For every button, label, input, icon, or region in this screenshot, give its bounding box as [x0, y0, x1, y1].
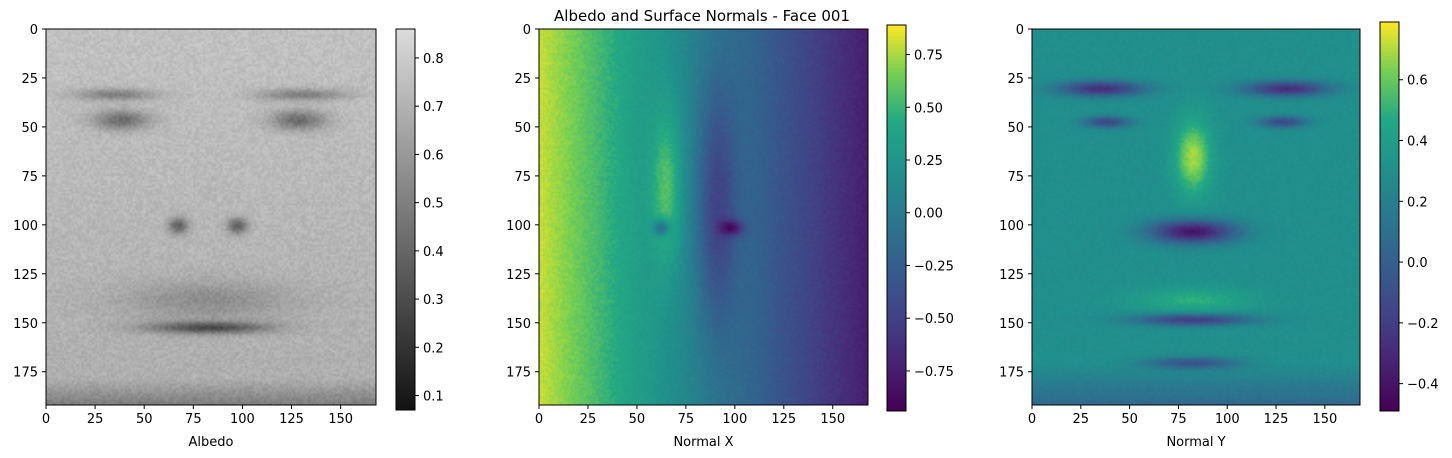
- colorbar-tick-label: 0.5: [423, 197, 444, 212]
- y-tick-label: 125: [999, 268, 1024, 283]
- colorbar-gradient: [886, 24, 907, 412]
- y-tick-label: 100: [13, 219, 38, 234]
- x-tick-label: 0: [1028, 412, 1036, 427]
- panel-1: 0 25 50 75 100 125 150 0 25 50 75 100 125 150 175 Albed…: [13, 23, 444, 450]
- panel-3: 0 25 50 75 100 125 150 0 25 50 75 100 125 150 175 Norma…: [999, 21, 1439, 450]
- colorbar-tick-label: 0.2: [423, 341, 444, 356]
- y-tick-label: 150: [999, 317, 1024, 332]
- y-tick-label: 175: [506, 366, 531, 381]
- y-tick-label: 100: [999, 219, 1024, 234]
- chart-title: Albedo and Surface Normals - Face 001: [554, 7, 850, 25]
- heatmap-image: [1032, 29, 1360, 405]
- x-axis-label: Albedo: [189, 435, 234, 450]
- x-tick-label: 100: [1215, 412, 1240, 427]
- x-tick-label: 100: [722, 412, 747, 427]
- y-tick-label: 25: [1007, 72, 1024, 87]
- colorbar-tick-label: 0.4: [423, 245, 444, 260]
- colorbar-tick-label: 0.6: [1407, 74, 1428, 89]
- colorbar-tick-label: 0.1: [423, 390, 444, 405]
- y-tick-label: 50: [21, 121, 38, 136]
- colorbar: −0.4 −0.2 0.0 0.2 0.4 0.6: [1379, 21, 1439, 412]
- colorbar-tick-label: 0.2: [1407, 195, 1428, 210]
- axes-frame: [45, 28, 377, 406]
- y-tick-label: 125: [13, 268, 38, 283]
- x-tick-label: 125: [771, 412, 796, 427]
- x-tick-label: 150: [328, 412, 353, 427]
- y-tick-label: 75: [21, 170, 38, 185]
- colorbar-tick-label: 0.6: [423, 148, 444, 163]
- colorbar-tick-label: 0.3: [423, 293, 444, 308]
- x-tick-label: 100: [230, 412, 255, 427]
- axes-frame: [538, 28, 869, 406]
- x-tick-label: 75: [185, 412, 202, 427]
- panel-2: 0 25 50 75 100 125 150 0 25 50 75 100 125 150 175 Norma…: [506, 23, 954, 450]
- x-tick-label: 75: [678, 412, 695, 427]
- y-tick-label: 25: [514, 72, 531, 87]
- colorbar: −0.75 −0.50 −0.25 0.00 0.25 0.50 0.75: [886, 24, 954, 412]
- y-tick-label: 0: [30, 23, 38, 38]
- colorbar-tick-label: 0.8: [423, 52, 444, 67]
- heatmap-image: [46, 29, 376, 405]
- y-tick-label: 50: [1007, 121, 1024, 136]
- x-tick-label: 150: [820, 412, 845, 427]
- colorbar-tick-label: −0.25: [914, 259, 954, 274]
- colorbar: 0.1 0.2 0.3 0.4 0.5 0.6 0.7 0.8: [395, 28, 444, 411]
- x-tick-label: 150: [1312, 412, 1337, 427]
- axes-frame: [1031, 28, 1361, 406]
- colorbar-tick-label: 0.7: [423, 100, 444, 115]
- x-tick-label: 125: [1264, 412, 1289, 427]
- panels: 0 25 50 75 100 125 150 0 25 50 75 100 125 150 175 Albed…: [13, 21, 1439, 450]
- colorbar-tick-label: 0.00: [914, 207, 943, 222]
- colorbar-tick-label: −0.2: [1407, 317, 1439, 332]
- y-tick-label: 0: [523, 23, 531, 38]
- y-tick-label: 75: [1007, 170, 1024, 185]
- x-tick-label: 50: [1121, 412, 1138, 427]
- x-tick-label: 25: [87, 412, 104, 427]
- y-tick-label: 175: [13, 366, 38, 381]
- x-axis-label: Normal Y: [1166, 435, 1225, 450]
- y-tick-label: 150: [13, 317, 38, 332]
- colorbar-tick-label: −0.50: [914, 312, 954, 327]
- colorbar-tick-label: 0.0: [1407, 256, 1428, 271]
- x-tick-label: 50: [136, 412, 153, 427]
- colorbar-tick-label: −0.4: [1407, 378, 1439, 393]
- y-tick-label: 175: [999, 366, 1024, 381]
- x-tick-label: 50: [629, 412, 646, 427]
- colorbar-tick-label: 0.75: [914, 49, 943, 64]
- x-tick-label: 75: [1170, 412, 1187, 427]
- x-axis-label: Normal X: [673, 435, 733, 450]
- colorbar-tick-label: 0.25: [914, 154, 943, 169]
- y-tick-label: 125: [506, 268, 531, 283]
- y-tick-label: 0: [1016, 23, 1024, 38]
- x-tick-label: 25: [1073, 412, 1090, 427]
- x-tick-label: 0: [42, 412, 50, 427]
- colorbar-tick-label: 0.4: [1407, 135, 1428, 150]
- colorbar-gradient: [395, 28, 416, 411]
- colorbar-gradient: [1379, 21, 1400, 412]
- heatmap-image: [539, 29, 868, 405]
- y-tick-label: 100: [506, 219, 531, 234]
- x-tick-label: 25: [580, 412, 597, 427]
- y-tick-label: 150: [506, 317, 531, 332]
- x-tick-label: 0: [535, 412, 543, 427]
- colorbar-tick-label: −0.75: [914, 365, 954, 380]
- y-tick-label: 75: [514, 170, 531, 185]
- y-tick-label: 25: [21, 72, 38, 87]
- y-tick-label: 50: [514, 121, 531, 136]
- colorbar-tick-label: 0.50: [914, 101, 943, 116]
- x-tick-label: 125: [279, 412, 304, 427]
